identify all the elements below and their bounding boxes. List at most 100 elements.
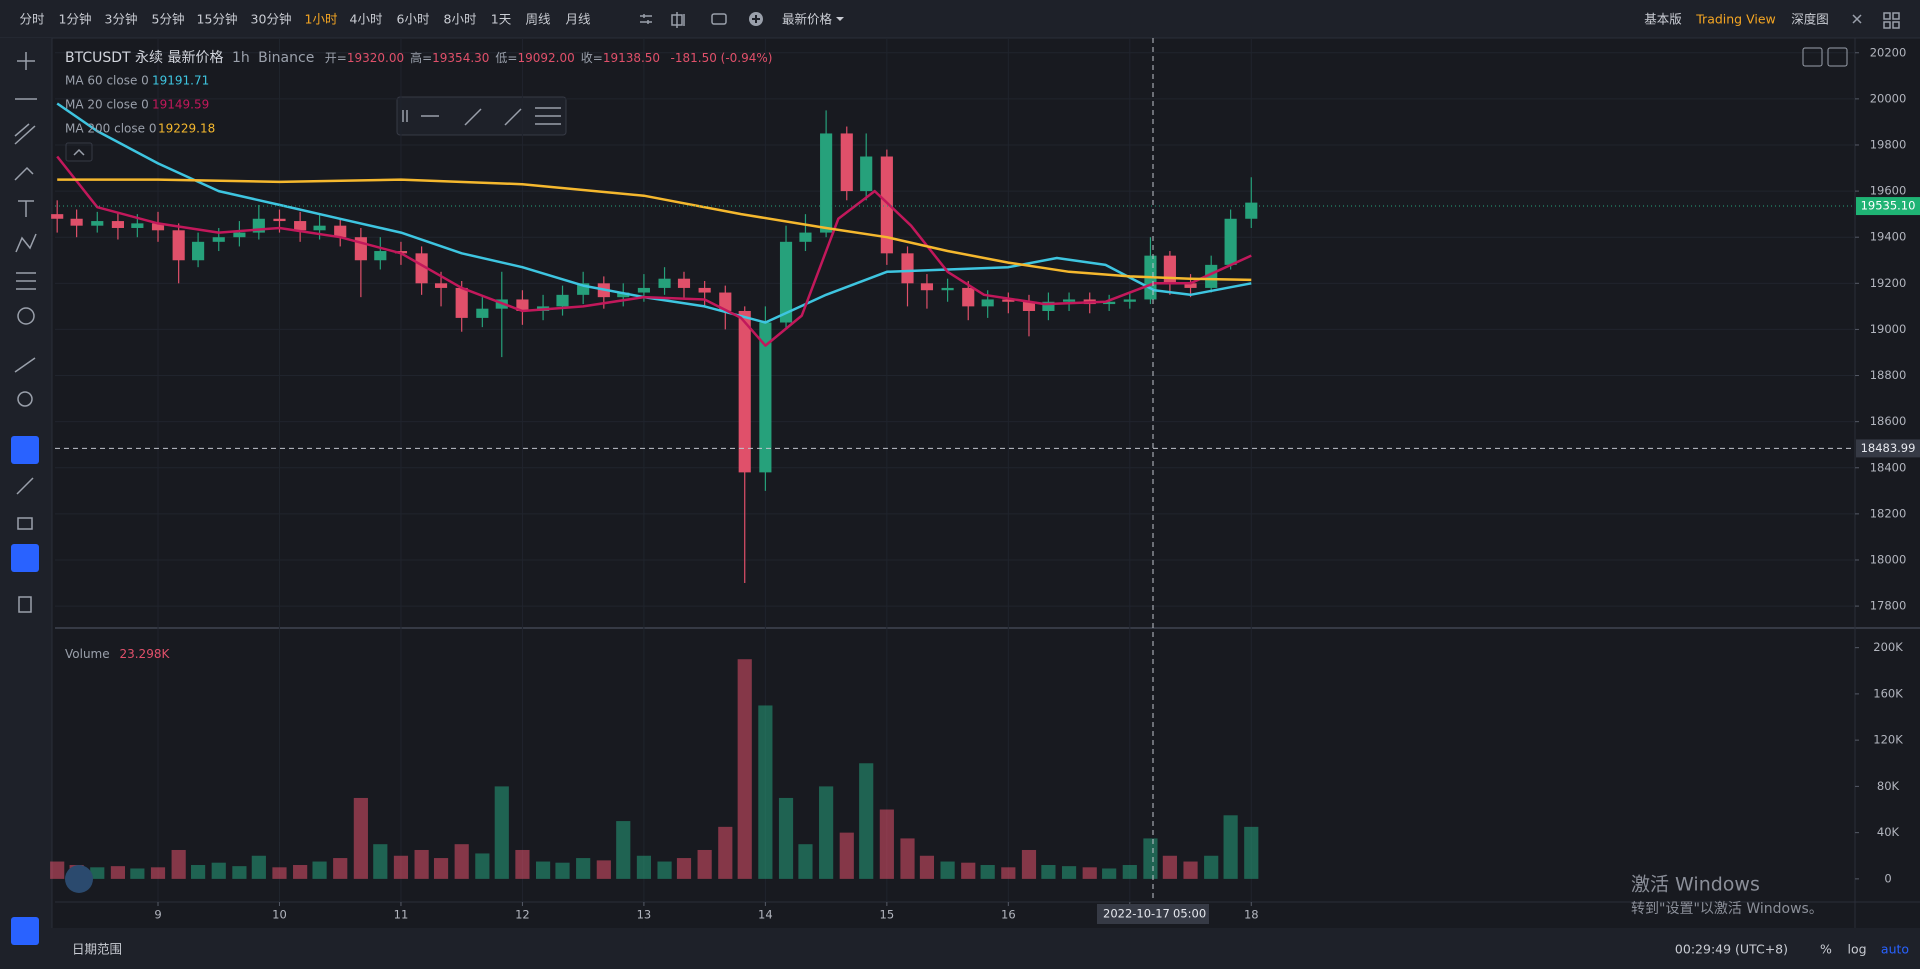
- volume-bar: [636, 855, 651, 879]
- date-range[interactable]: 日期范围: [72, 942, 122, 957]
- interval-button[interactable]: 1天: [491, 12, 512, 27]
- candle-body: [779, 241, 793, 323]
- volume-value: 23.298K: [119, 647, 170, 661]
- candle-body: [131, 223, 144, 228]
- x-tick-label: 12: [515, 908, 530, 922]
- log-toggle[interactable]: log: [1847, 942, 1866, 957]
- volume-tick-label: 80K: [1877, 779, 1900, 793]
- y-tick-label: 18400: [1870, 460, 1907, 474]
- collapse-arrow: [73, 148, 85, 156]
- volume-tick-label: 40K: [1877, 825, 1900, 839]
- text-tool[interactable]: [18, 200, 34, 217]
- interval-button[interactable]: 周线: [525, 12, 551, 27]
- favorite-tool[interactable]: [11, 917, 39, 945]
- fib-tool[interactable]: [16, 272, 36, 290]
- plot: 17800 18000 18200 18400 18600 18800 19000 19200…: [50, 38, 1920, 924]
- watermark-subtitle: 转到"设置"以激活 Windows。: [1631, 900, 1823, 917]
- pattern-tool[interactable]: [15, 233, 37, 253]
- interval-button[interactable]: 分时: [19, 12, 45, 27]
- candle-body: [455, 287, 468, 318]
- emoji-tool[interactable]: [17, 307, 35, 325]
- layout-icon[interactable]: [1883, 12, 1900, 29]
- interval-button[interactable]: 月线: [565, 12, 591, 27]
- candle-body: [799, 232, 812, 242]
- interval-button[interactable]: 5分钟: [152, 12, 185, 27]
- x-tick-label: 18: [1244, 908, 1259, 922]
- view-button[interactable]: 基本版: [1644, 12, 1682, 27]
- trash-tool[interactable]: [18, 596, 32, 613]
- volume-bar: [919, 855, 935, 879]
- collapse-icon[interactable]: [1852, 14, 1862, 24]
- candle-body: [70, 218, 83, 226]
- brush-tool[interactable]: [14, 166, 34, 181]
- logo-badge[interactable]: [65, 865, 93, 893]
- channel-tool[interactable]: [14, 123, 36, 145]
- candle-body: [920, 283, 934, 291]
- floating-toolbar-icons[interactable]: [402, 107, 561, 126]
- volume-bar: [393, 855, 409, 879]
- ohlc-value: 19092.00: [517, 51, 574, 65]
- change: -181.50 (-0.94%): [671, 51, 773, 65]
- volume-bar: [171, 849, 186, 879]
- indicator-icon[interactable]: [640, 14, 652, 24]
- candle-body: [1002, 299, 1015, 302]
- interval-button[interactable]: 15分钟: [197, 12, 238, 27]
- candle-body: [1224, 218, 1237, 265]
- volume-bar: [1223, 815, 1238, 879]
- collapse-legend[interactable]: [65, 142, 93, 162]
- pencil-tool[interactable]: [16, 477, 34, 495]
- candle-body: [677, 278, 691, 288]
- price-mode-caret: [836, 17, 844, 21]
- volume-legend: Volume 23.298K: [65, 647, 170, 661]
- scroll-button[interactable]: [1802, 47, 1823, 67]
- lock-tool[interactable]: [17, 517, 33, 530]
- volume-title: Volume: [65, 647, 110, 661]
- volume-bar: [798, 844, 813, 879]
- interval-button[interactable]: 3分钟: [105, 12, 138, 27]
- candle-body: [1245, 202, 1258, 219]
- interval-button[interactable]: 1分钟: [59, 12, 92, 27]
- auto-toggle[interactable]: auto: [1881, 942, 1909, 957]
- top-toolbar: [0, 0, 1920, 38]
- volume-bar: [1082, 867, 1097, 879]
- zoom-tool[interactable]: [17, 391, 33, 407]
- volume-bar: [1102, 868, 1117, 879]
- chart-type-icon[interactable]: [671, 12, 685, 28]
- view-button[interactable]: 深度图: [1791, 12, 1829, 27]
- crosshair-tool[interactable]: [17, 52, 35, 70]
- candle-body: [192, 241, 205, 261]
- interval-button[interactable]: 6小时: [397, 12, 430, 27]
- price-mode[interactable]: 最新价格: [782, 12, 833, 27]
- y-tick-label: 19400: [1870, 230, 1907, 244]
- camera-icon[interactable]: [711, 13, 727, 25]
- volume-bar: [130, 868, 145, 879]
- volume-bar: [1001, 867, 1016, 879]
- candle-body: [1163, 255, 1176, 284]
- ohlc-label: 高=: [410, 50, 432, 65]
- crosshair-price-box: [1856, 439, 1920, 458]
- crosshair-time: 05:00: [1173, 907, 1206, 921]
- percent-toggle[interactable]: %: [1820, 942, 1832, 957]
- volume-bar: [778, 797, 794, 879]
- ruler-tool[interactable]: [14, 357, 36, 373]
- volume-bar: [576, 858, 591, 879]
- toolbar-icons: [640, 12, 1900, 29]
- candle-body: [1123, 299, 1136, 302]
- interval-button[interactable]: 8小时: [444, 12, 477, 27]
- volume-bar: [1143, 838, 1158, 879]
- candle-body: [738, 310, 751, 473]
- volume-bar: [211, 862, 226, 879]
- view-button[interactable]: Trading View: [1695, 12, 1776, 27]
- volume-bar: [1162, 855, 1177, 879]
- volume-bar: [758, 705, 773, 879]
- ohlc-value: 19354.30: [432, 51, 489, 65]
- interval-button[interactable]: 4小时: [350, 12, 383, 27]
- magnet-tool[interactable]: [11, 436, 39, 464]
- candle-body: [880, 156, 893, 254]
- interval-button[interactable]: 1小时: [305, 12, 338, 27]
- fullscreen-button[interactable]: [1827, 47, 1848, 67]
- hide-tool[interactable]: [11, 544, 39, 572]
- volume-tick-label: 0: [1884, 871, 1891, 885]
- volume-bar: [293, 865, 308, 879]
- interval-button[interactable]: 30分钟: [251, 12, 292, 27]
